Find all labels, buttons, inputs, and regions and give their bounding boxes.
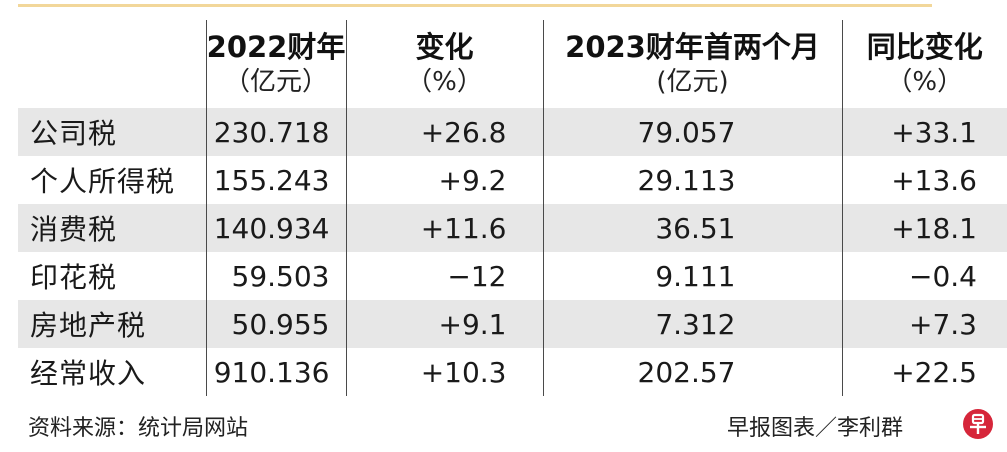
cell-fy2022: 155.243	[205, 156, 346, 204]
row-name: 经常收入	[18, 348, 206, 396]
cell-fy2023: 9.111	[542, 252, 842, 300]
cell-fy2022: 140.934	[205, 204, 346, 252]
cell-change: +26.8	[345, 108, 543, 156]
cell-change: +11.6	[345, 204, 543, 252]
tax-revenue-table: 2022财年 （亿元） 变化 （%） 2023财年首两个月 (亿元) 同比变化 …	[18, 20, 1007, 396]
row-name: 消费税	[18, 204, 206, 252]
cell-fy2023: 202.57	[542, 348, 842, 396]
cell-yoy: +33.1	[841, 108, 1007, 156]
cell-fy2022: 59.503	[205, 252, 346, 300]
header-title: 变化	[415, 30, 474, 64]
cell-fy2023: 36.51	[542, 204, 842, 252]
cell-fy2022: 910.136	[205, 348, 346, 396]
header-fy2022: 2022财年 （亿元）	[205, 20, 346, 108]
cell-yoy: +22.5	[841, 348, 1007, 396]
top-accent-line	[18, 4, 932, 7]
header-unit: （亿元）	[223, 67, 328, 97]
cell-yoy: +13.6	[841, 156, 1007, 204]
cell-fy2023: 79.057	[542, 108, 842, 156]
row-name: 个人所得税	[18, 156, 206, 204]
table-row: 消费税 140.934 +11.6 36.51 +18.1	[18, 204, 1007, 252]
header-unit: （%）	[406, 67, 483, 97]
cell-fy2022: 230.718	[205, 108, 346, 156]
header-category	[18, 20, 206, 108]
source-note: 资料来源：统计局网站	[28, 416, 249, 441]
header-unit: （%）	[886, 67, 964, 97]
header-change: 变化 （%）	[345, 20, 543, 108]
row-name: 印花税	[18, 252, 206, 300]
header-yoy-change: 同比变化 （%）	[841, 20, 1007, 108]
header-unit: (亿元)	[656, 67, 729, 97]
header-fy2023-first-two-months: 2023财年首两个月 (亿元)	[542, 20, 842, 108]
zaobao-logo-icon	[963, 409, 993, 439]
table-row: 公司税 230.718 +26.8 79.057 +33.1	[18, 108, 1007, 156]
row-name: 公司税	[18, 108, 206, 156]
cell-yoy: +18.1	[841, 204, 1007, 252]
cell-yoy: +7.3	[841, 300, 1007, 348]
cell-yoy: −0.4	[841, 252, 1007, 300]
header-title: 同比变化	[866, 30, 983, 64]
cell-fy2023: 29.113	[542, 156, 842, 204]
table-row: 房地产税 50.955 +9.1 7.312 +7.3	[18, 300, 1007, 348]
table-row: 经常收入 910.136 +10.3 202.57 +22.5	[18, 348, 1007, 396]
cell-fy2022: 50.955	[205, 300, 346, 348]
header-title: 2022财年	[206, 30, 346, 64]
table-header-row: 2022财年 （亿元） 变化 （%） 2023财年首两个月 (亿元) 同比变化 …	[18, 20, 1007, 108]
row-name: 房地产税	[18, 300, 206, 348]
cell-change: +10.3	[345, 348, 543, 396]
cell-change: −12	[345, 252, 543, 300]
cell-change: +9.2	[345, 156, 543, 204]
cell-fy2023: 7.312	[542, 300, 842, 348]
header-title: 2023财年首两个月	[565, 30, 820, 64]
table-row: 印花税 59.503 −12 9.111 −0.4	[18, 252, 1007, 300]
cell-change: +9.1	[345, 300, 543, 348]
credit-note: 早报图表／李利群	[727, 416, 904, 441]
logo-glyph	[970, 413, 986, 434]
table-row: 个人所得税 155.243 +9.2 29.113 +13.6	[18, 156, 1007, 204]
